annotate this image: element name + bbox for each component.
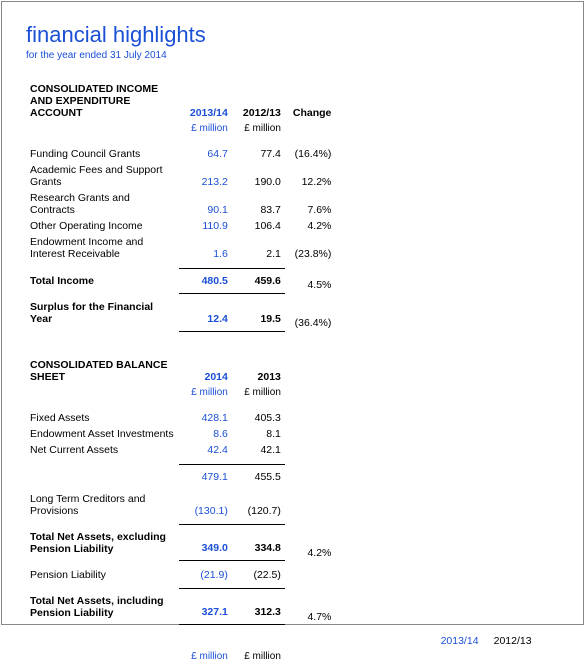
income-row: Research Grants and Contracts 90.1 83.7 … [26, 190, 559, 218]
balance-col-b-unit: £ million [232, 385, 285, 404]
footer-col-a-unit: £ million [179, 649, 232, 668]
income-col-b-unit: £ million [232, 121, 285, 140]
page-subtitle: for the year ended 31 July 2014 [26, 50, 559, 61]
income-total-row: Total Income 480.5 459.6 4.5% [26, 268, 559, 293]
financial-table: CONSOLIDATED INCOME AND EXPENDITURE ACCO… [26, 79, 559, 668]
net-incl-row: Total Net Assets, including Pension Liab… [26, 589, 559, 625]
balance-col-a-year: 2014 [179, 355, 232, 385]
balance-heading: CONSOLIDATED BALANCE SHEET [26, 355, 179, 385]
footer-col-a-year: 2013/14 [430, 625, 483, 649]
income-row: Academic Fees and Support Grants 213.2 1… [26, 162, 559, 190]
creditors-row: Long Term Creditors and Provisions (130.… [26, 491, 559, 519]
income-row: Endowment Income and Interest Receivable… [26, 234, 559, 262]
income-heading: CONSOLIDATED INCOME AND EXPENDITURE ACCO… [26, 79, 179, 121]
balance-col-a-unit: £ million [179, 385, 232, 404]
pension-row: Pension Liability (21.9) (22.5) [26, 567, 559, 583]
balance-subtotal-row: 479.1 455.5 [26, 464, 559, 485]
footer-col-b-unit: £ million [232, 649, 285, 668]
balance-row: Endowment Asset Investments 8.6 8.1 [26, 426, 559, 442]
income-unit-row: £ million £ million [26, 121, 559, 140]
balance-row: Fixed Assets 428.1 405.3 [26, 410, 559, 426]
income-col-a-year: 2013/14 [179, 79, 232, 121]
balance-row: Net Current Assets 42.4 42.1 [26, 442, 559, 458]
income-row: Other Operating Income 110.9 106.4 4.2% [26, 218, 559, 234]
net-excl-row: Total Net Assets, excluding Pension Liab… [26, 525, 559, 561]
surplus-row: Surplus for the Financial Year 12.4 19.5… [26, 299, 559, 331]
balance-col-b-year: 2013 [232, 355, 285, 385]
income-heading-row: CONSOLIDATED INCOME AND EXPENDITURE ACCO… [26, 79, 559, 121]
income-col-c-label: Change [285, 79, 335, 121]
income-col-b-year: 2012/13 [232, 79, 285, 121]
balance-unit-row: £ million £ million [26, 385, 559, 404]
footer-col-b-year: 2012/13 [483, 625, 536, 649]
page-title: financial highlights [26, 22, 559, 48]
footer-unit-row: £ million £ million [26, 649, 559, 668]
financial-highlights-page: financial highlights for the year ended … [1, 1, 584, 625]
income-row: Funding Council Grants 64.7 77.4 (16.4%) [26, 146, 559, 162]
income-col-a-unit: £ million [179, 121, 232, 140]
balance-heading-row: CONSOLIDATED BALANCE SHEET 2014 2013 [26, 355, 559, 385]
